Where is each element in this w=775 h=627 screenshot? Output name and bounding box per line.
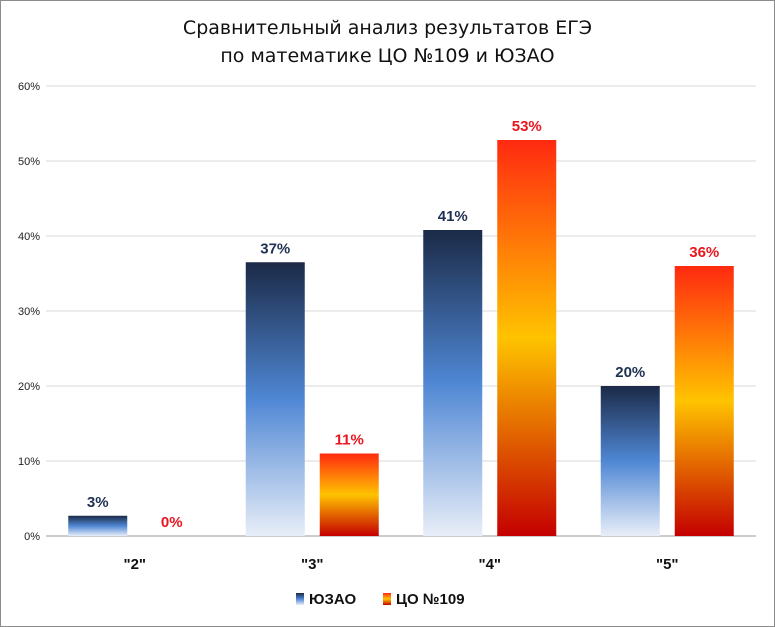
y-tick-label: 50% [18,156,40,168]
x-tick-label: "5" [656,556,679,573]
bar [68,515,128,536]
data-label: 36% [689,244,719,261]
x-tick-label: "4" [478,556,501,573]
x-tick-label: "3" [301,556,324,573]
chart-title: Сравнительный анализ результатов ЕГЭ по … [0,14,775,70]
legend-swatch [383,593,391,605]
chart-title-line-2: по математике ЦО №109 и ЮЗАО [220,45,555,67]
y-tick-label: 60% [18,81,40,93]
y-tick-label: 0% [24,531,40,543]
y-tick-label: 40% [18,231,40,243]
data-label: 0% [161,514,183,531]
data-label: 53% [512,118,542,135]
data-label: 41% [438,208,468,225]
bar [497,140,557,536]
legend-label: ЮЗАО [309,591,357,608]
chart-title-line-1: Сравнительный анализ результатов ЕГЭ [182,17,593,39]
bar [674,266,734,536]
data-label: 3% [87,494,109,511]
y-tick-label: 20% [18,381,40,393]
bar [600,386,660,536]
bar [423,230,483,536]
x-tick-label: "2" [123,556,146,573]
data-label: 20% [615,364,645,381]
bar [319,453,379,536]
bar [245,262,305,536]
y-tick-label: 10% [18,456,40,468]
legend: ЮЗАО ЦО №109 [296,591,465,608]
data-label: 37% [260,240,290,257]
legend-label: ЦО №109 [396,591,465,608]
legend-swatch [296,593,304,605]
data-label: 11% [335,432,364,449]
y-tick-label: 30% [18,306,40,318]
